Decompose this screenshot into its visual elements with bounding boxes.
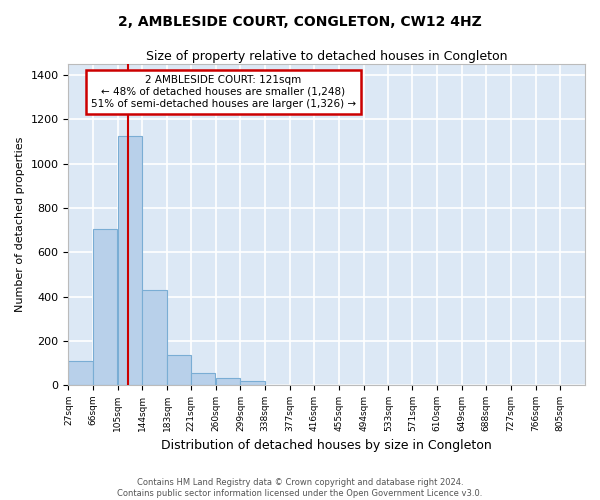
Text: 2 AMBLESIDE COURT: 121sqm
← 48% of detached houses are smaller (1,248)
51% of se: 2 AMBLESIDE COURT: 121sqm ← 48% of detac… (91, 76, 356, 108)
Bar (142, 290, 167, 385)
Bar (191, 373, 215, 385)
X-axis label: Distribution of detached houses by size in Congleton: Distribution of detached houses by size … (161, 440, 492, 452)
Bar (216, 378, 240, 385)
Y-axis label: Number of detached properties: Number of detached properties (15, 137, 25, 312)
Bar (118, 136, 142, 385)
Title: Size of property relative to detached houses in Congleton: Size of property relative to detached ho… (146, 50, 508, 63)
Text: 2, AMBLESIDE COURT, CONGLETON, CW12 4HZ: 2, AMBLESIDE COURT, CONGLETON, CW12 4HZ (118, 15, 482, 29)
Text: Contains HM Land Registry data © Crown copyright and database right 2024.
Contai: Contains HM Land Registry data © Crown c… (118, 478, 482, 498)
Bar (93, 229, 118, 385)
Bar (167, 355, 191, 385)
Bar (68, 360, 93, 385)
Bar (241, 381, 265, 385)
